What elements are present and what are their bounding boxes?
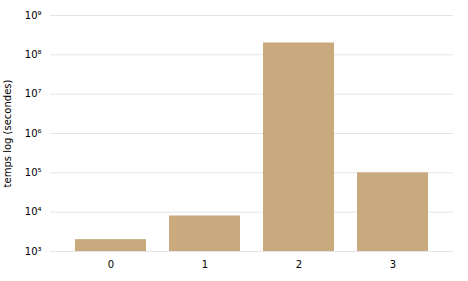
svg-text:10⁴: 10⁴	[25, 206, 42, 217]
svg-text:2: 2	[296, 259, 302, 270]
svg-text:10⁶: 10⁶	[25, 128, 42, 139]
svg-text:temps log (secondes): temps log (secondes)	[2, 80, 13, 188]
svg-text:3: 3	[390, 259, 396, 270]
svg-text:10³: 10³	[25, 246, 42, 257]
svg-text:10⁵: 10⁵	[25, 167, 42, 178]
svg-text:10⁸: 10⁸	[25, 49, 42, 60]
svg-text:0: 0	[108, 259, 114, 270]
svg-text:1: 1	[202, 259, 208, 270]
svg-text:10⁹: 10⁹	[25, 10, 42, 21]
svg-text:10⁷: 10⁷	[25, 88, 42, 99]
